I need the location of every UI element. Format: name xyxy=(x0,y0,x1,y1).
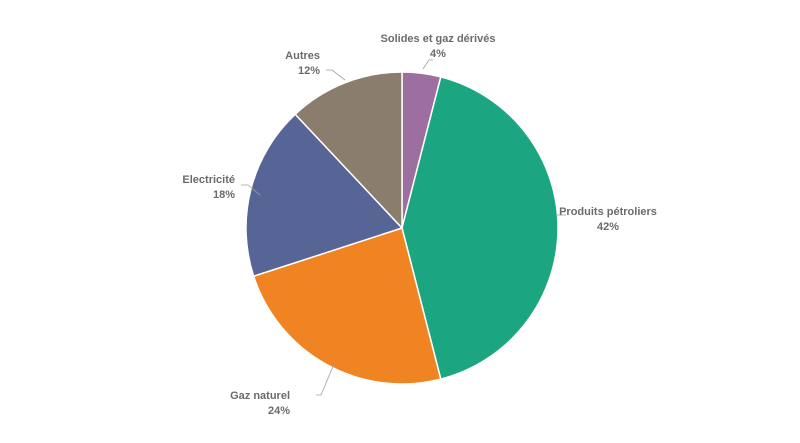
slice-label-name: Autres xyxy=(285,50,320,62)
slice-label: Autres 12% xyxy=(285,50,320,77)
slice-label-name: Solides et gaz dérivés xyxy=(381,33,496,45)
slice-label: Gaz naturel 24% xyxy=(230,390,290,417)
leader-line xyxy=(316,363,335,396)
slice-label: Solides et gaz dérivés 4% xyxy=(381,33,496,60)
slice-label: Electricité 18% xyxy=(182,174,235,201)
slice-label-value: 4% xyxy=(430,48,446,60)
slice-label-value: 18% xyxy=(213,189,235,201)
pie-slices xyxy=(245,71,559,385)
slice-labels: Solides et gaz dérivés 4% Produits pétroli… xyxy=(182,33,656,417)
slice-label: Produits pétroliers 42% xyxy=(559,206,657,233)
pie-slice-autres xyxy=(294,71,403,230)
pie-slice-gaz-naturel xyxy=(252,227,442,385)
pie-slice-produits-p-troliers xyxy=(401,75,559,381)
slice-label-value: 42% xyxy=(597,221,619,233)
slice-label-name: Electricité xyxy=(182,174,235,186)
slice-label-value: 12% xyxy=(298,65,320,77)
leader-line xyxy=(241,184,261,196)
leader-line xyxy=(422,59,433,70)
leader-line xyxy=(326,69,346,81)
pie-slice-electricit- xyxy=(245,113,404,278)
slice-label-value: 24% xyxy=(268,405,290,417)
slice-label-name: Produits pétroliers xyxy=(559,206,657,218)
slice-label-name: Gaz naturel xyxy=(230,390,290,402)
leader-lines xyxy=(241,59,566,396)
